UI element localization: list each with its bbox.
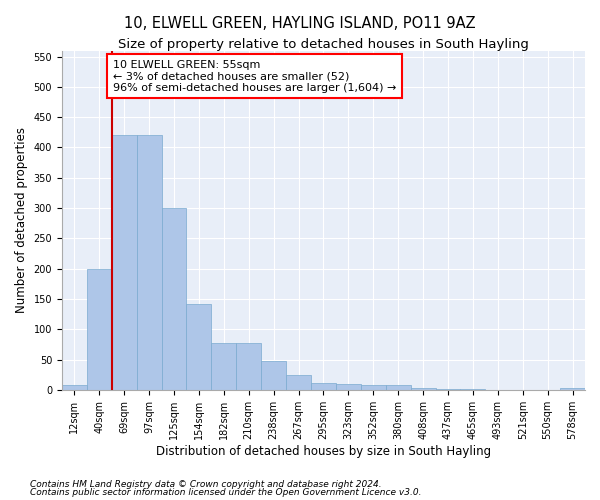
Bar — [112, 136, 137, 390]
Bar — [311, 382, 336, 390]
Y-axis label: Number of detached properties: Number of detached properties — [15, 127, 28, 313]
Bar — [62, 385, 87, 390]
Bar — [211, 342, 236, 390]
Bar — [161, 208, 187, 390]
Text: Contains public sector information licensed under the Open Government Licence v3: Contains public sector information licen… — [30, 488, 421, 497]
Bar — [187, 304, 211, 390]
Text: 10, ELWELL GREEN, HAYLING ISLAND, PO11 9AZ: 10, ELWELL GREEN, HAYLING ISLAND, PO11 9… — [124, 16, 476, 31]
Bar — [560, 388, 585, 390]
X-axis label: Distribution of detached houses by size in South Hayling: Distribution of detached houses by size … — [156, 444, 491, 458]
Bar — [236, 342, 261, 390]
Bar — [261, 361, 286, 390]
Title: Size of property relative to detached houses in South Hayling: Size of property relative to detached ho… — [118, 38, 529, 51]
Bar — [336, 384, 361, 390]
Bar — [436, 388, 460, 390]
Bar — [361, 385, 386, 390]
Bar — [410, 388, 436, 390]
Bar — [386, 385, 410, 390]
Bar — [87, 268, 112, 390]
Text: Contains HM Land Registry data © Crown copyright and database right 2024.: Contains HM Land Registry data © Crown c… — [30, 480, 382, 489]
Bar — [286, 376, 311, 390]
Bar — [460, 389, 485, 390]
Text: 10 ELWELL GREEN: 55sqm
← 3% of detached houses are smaller (52)
96% of semi-deta: 10 ELWELL GREEN: 55sqm ← 3% of detached … — [113, 60, 397, 93]
Bar — [137, 134, 161, 390]
